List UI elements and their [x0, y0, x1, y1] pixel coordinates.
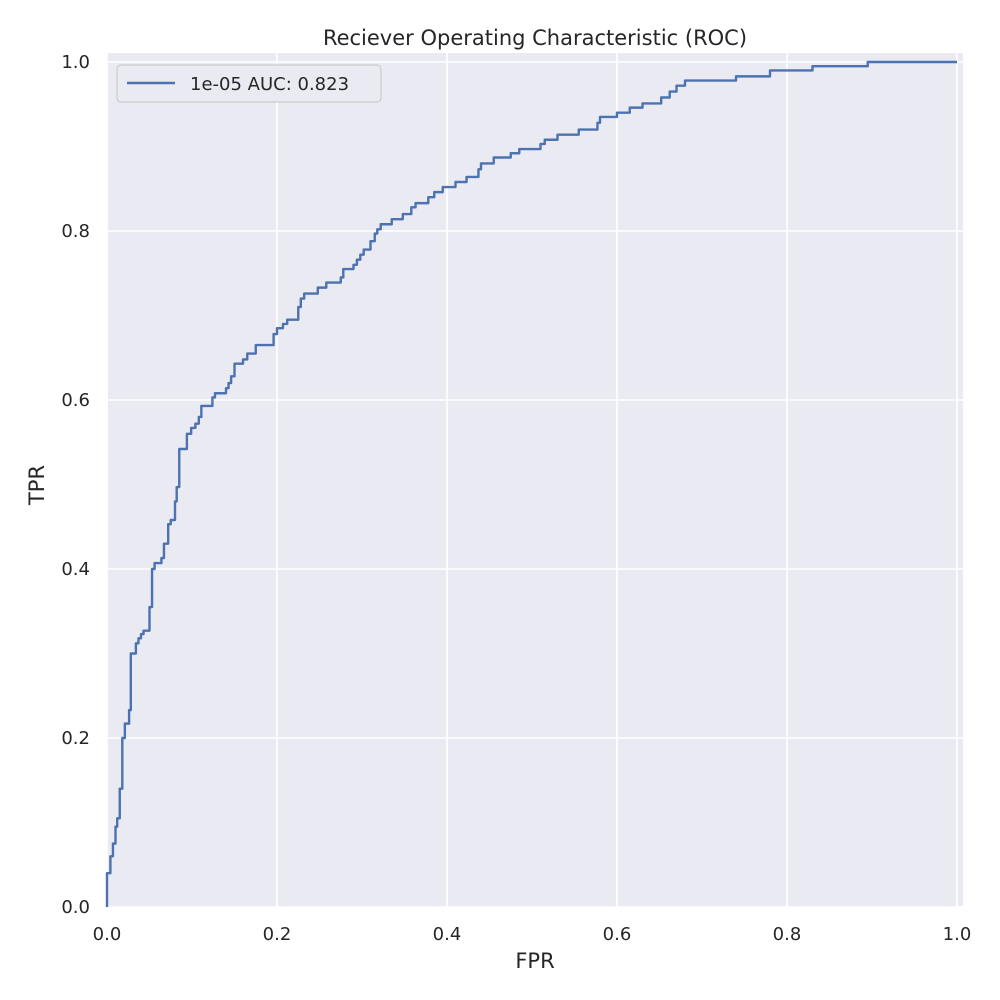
x-axis-label: FPR [515, 949, 554, 973]
legend-box [116, 64, 382, 103]
y-tick-label: 0.6 [61, 390, 90, 411]
y-tick-label: 0.2 [61, 728, 90, 749]
y-tick-label: 0.4 [61, 559, 90, 580]
roc-curve-line [105, 60, 957, 907]
chart-title: Reciever Operating Characteristic (ROC) [323, 26, 747, 50]
vertical-gridlines [106, 53, 958, 907]
y-tick-label: 0.0 [61, 897, 90, 918]
x-tick-label: 1.0 [943, 924, 972, 945]
plot-area [107, 53, 963, 907]
y-tick-label: 1.0 [61, 52, 90, 73]
horizontal-gridlines [107, 61, 963, 908]
y-tick-label: 0.8 [61, 221, 90, 242]
x-tick-labels: 0.0 0.2 0.4 0.6 0.8 1.0 [93, 924, 972, 945]
y-axis-label: TPR [25, 465, 49, 506]
legend: 1e-05 AUC: 0.823 [116, 64, 382, 103]
x-tick-label: 0.8 [773, 924, 802, 945]
x-tick-label: 0.0 [93, 924, 122, 945]
x-tick-label: 0.4 [433, 924, 462, 945]
legend-entry-label: 1e-05 AUC: 0.823 [190, 74, 349, 95]
y-tick-labels: 0.0 0.2 0.4 0.6 0.8 1.0 [61, 52, 90, 918]
series-layer [105, 60, 957, 907]
x-tick-label: 0.6 [603, 924, 632, 945]
x-tick-label: 0.2 [263, 924, 292, 945]
